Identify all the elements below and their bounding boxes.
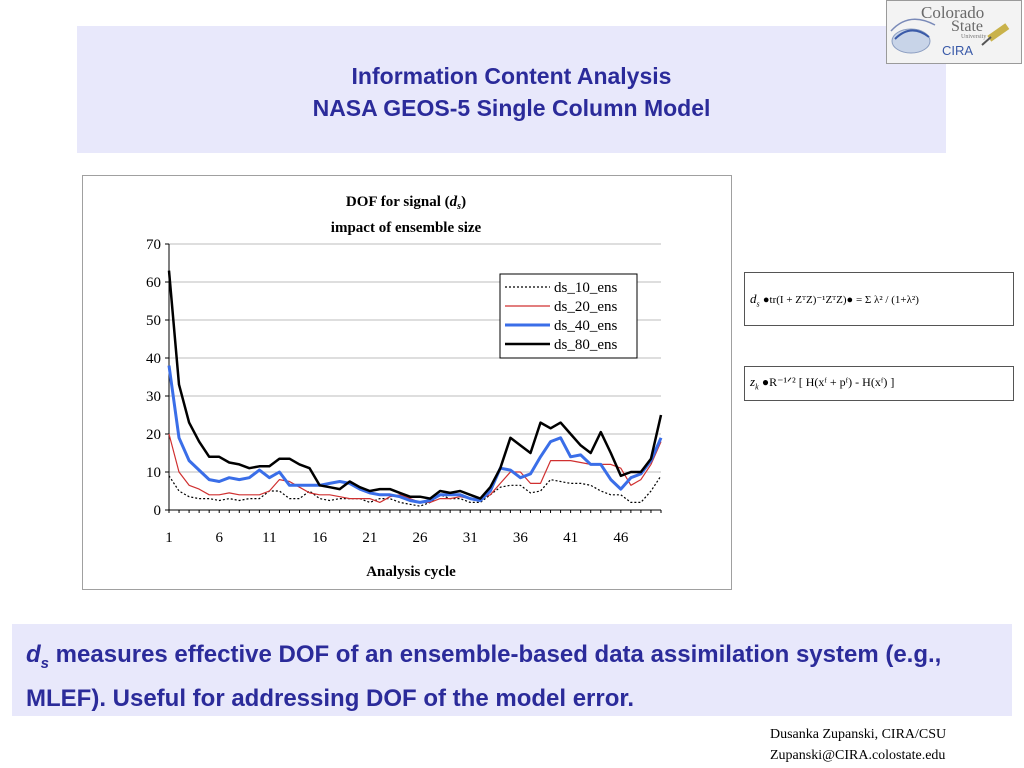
author-credit: Dusanka Zupanski, CIRA/CSU Zupanski@CIRA… <box>770 724 946 766</box>
z-formula: zk ●R⁻¹ᐟ² [ H(xᶠ + pᶠ) - H(xᶠ) ] <box>750 374 894 392</box>
z-formula-lhs: z <box>750 374 756 389</box>
x-tick-label: 16 <box>312 530 328 546</box>
x-tick-label: 26 <box>413 530 429 546</box>
y-tick-label: 0 <box>154 503 162 519</box>
x-tick-label: 6 <box>215 530 223 546</box>
note-symbol-sub: s <box>40 654 50 672</box>
x-tick-label: 41 <box>563 530 578 546</box>
legend-label-ds-10-ens: ds_10_ens <box>554 280 617 296</box>
logo-text-state: State <box>951 18 983 35</box>
slide-title-line1: Information Content Analysis <box>351 63 672 89</box>
y-tick-label: 40 <box>146 351 161 367</box>
credit-line1: Dusanka Zupanski, CIRA/CSU <box>770 727 947 742</box>
y-tick-label: 70 <box>146 237 161 253</box>
chart-legend: ds_10_ens ds_20_ens ds_40_ens ds_80_ens <box>499 273 638 359</box>
legend-label-ds-40-ens: ds_40_ens <box>554 318 617 334</box>
x-axis-label: Analysis cycle <box>366 564 456 580</box>
series-line-ds-40-ens <box>167 365 663 504</box>
x-tick-label: 46 <box>613 530 629 546</box>
y-tick-label: 30 <box>146 389 161 405</box>
dof-formula-lhs: d <box>750 291 757 306</box>
logo-text-university: University <box>961 34 987 40</box>
note-symbol: d <box>26 641 41 668</box>
series-line-ds-20-ens <box>168 433 662 503</box>
dof-formula: ds ●tr(I + ZᵀZ)⁻¹ZᵀZ)● = Σ λ² / (1+λ²) <box>750 291 919 309</box>
z-formula-rhs: ●R⁻¹ᐟ² [ H(xᶠ + pᶠ) - H(xᶠ) ] <box>761 375 895 389</box>
x-tick-label: 21 <box>362 530 377 546</box>
note-text: ds measures effective DOF of an ensemble… <box>26 637 986 716</box>
legend-label-ds-20-ens: ds_20_ens <box>554 299 617 315</box>
note-panel: ds measures effective DOF of an ensemble… <box>12 624 1012 716</box>
logo-text-cira: CIRA <box>942 43 974 58</box>
x-tick-label: 11 <box>262 530 276 546</box>
x-tick-label: 36 <box>513 530 529 546</box>
chart-series <box>167 270 663 507</box>
x-tick-label: 31 <box>463 530 478 546</box>
slide-title-line2: NASA GEOS-5 Single Column Model <box>312 95 711 121</box>
logo-text-colorado: Colorado <box>921 3 985 22</box>
chart-title: DOF for signal (ds) <box>346 194 466 212</box>
y-tick-label: 20 <box>146 427 161 443</box>
y-tick-label: 50 <box>146 313 161 329</box>
z-formula-lhs-sub: k <box>755 382 759 392</box>
logo-graphic-icon <box>890 18 1010 54</box>
z-formula-box: zk ●R⁻¹ᐟ² [ H(xᶠ + pᶠ) - H(xᶠ) ] <box>744 366 1014 401</box>
title-panel: Information Content Analysis NASA GEOS-5… <box>77 26 946 153</box>
note-body: measures effective DOF of an ensemble-ba… <box>26 641 942 712</box>
university-logo: Colorado State University CIRA <box>886 0 1022 64</box>
series-line-ds-80-ens <box>167 270 663 500</box>
y-tick-label: 60 <box>146 275 161 291</box>
x-tick-label: 1 <box>165 530 173 546</box>
chart-frame: 0 10 20 30 40 50 60 70 1 6 11 16 21 26 31 36 41 46 DOF fo… <box>82 175 732 590</box>
legend-label-ds-80-ens: ds_80_ens <box>554 337 617 353</box>
dof-formula-lhs-sub: s <box>756 299 760 309</box>
credit-line2: Zupanski@CIRA.colostate.edu <box>770 748 946 763</box>
series-line-ds-10-ens <box>168 475 662 507</box>
chart-subtitle: impact of ensemble size <box>331 220 482 236</box>
y-tick-label: 10 <box>146 465 161 481</box>
dof-formula-box: ds ●tr(I + ZᵀZ)⁻¹ZᵀZ)● = Σ λ² / (1+λ²) <box>744 272 1014 326</box>
dof-formula-rhs: ●tr(I + ZᵀZ)⁻¹ZᵀZ)● = Σ λ² / (1+λ²) <box>762 294 919 306</box>
